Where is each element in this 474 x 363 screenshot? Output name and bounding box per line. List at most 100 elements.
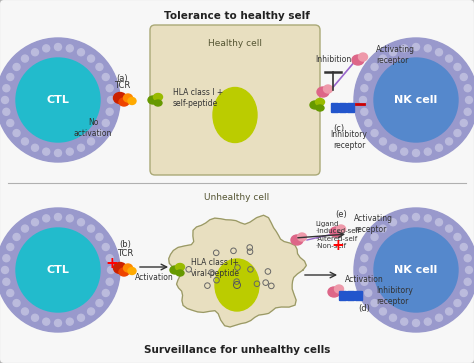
Ellipse shape bbox=[128, 268, 136, 274]
Circle shape bbox=[43, 148, 50, 155]
Circle shape bbox=[13, 64, 20, 70]
Circle shape bbox=[371, 130, 378, 136]
Circle shape bbox=[88, 138, 94, 145]
Circle shape bbox=[436, 219, 443, 226]
Circle shape bbox=[412, 213, 419, 220]
Circle shape bbox=[401, 45, 408, 52]
Ellipse shape bbox=[176, 270, 184, 276]
Ellipse shape bbox=[316, 98, 325, 106]
FancyBboxPatch shape bbox=[356, 291, 363, 301]
Circle shape bbox=[460, 119, 467, 126]
Circle shape bbox=[88, 55, 94, 62]
Circle shape bbox=[365, 73, 372, 81]
Ellipse shape bbox=[119, 268, 129, 276]
Circle shape bbox=[361, 255, 368, 262]
Ellipse shape bbox=[119, 98, 129, 106]
Circle shape bbox=[106, 108, 113, 115]
Text: Activating
receptor: Activating receptor bbox=[354, 214, 393, 234]
Ellipse shape bbox=[128, 98, 136, 105]
Circle shape bbox=[380, 55, 386, 62]
Circle shape bbox=[374, 228, 458, 312]
Circle shape bbox=[77, 49, 84, 56]
Ellipse shape bbox=[154, 94, 163, 101]
Circle shape bbox=[359, 97, 366, 103]
Text: (c): (c) bbox=[333, 123, 345, 132]
Circle shape bbox=[31, 49, 38, 56]
Circle shape bbox=[390, 314, 397, 321]
Ellipse shape bbox=[154, 100, 162, 106]
Circle shape bbox=[43, 318, 50, 325]
FancyBboxPatch shape bbox=[150, 25, 320, 175]
Circle shape bbox=[16, 228, 100, 312]
Circle shape bbox=[454, 64, 461, 70]
Text: (e): (e) bbox=[335, 209, 347, 219]
Circle shape bbox=[390, 144, 397, 151]
Text: Activation: Activation bbox=[345, 276, 383, 285]
Circle shape bbox=[106, 85, 113, 92]
Ellipse shape bbox=[175, 264, 184, 270]
Circle shape bbox=[464, 108, 471, 115]
Text: +: + bbox=[332, 238, 345, 253]
Circle shape bbox=[361, 278, 368, 285]
Circle shape bbox=[412, 44, 419, 50]
Circle shape bbox=[43, 215, 50, 222]
Circle shape bbox=[412, 150, 419, 156]
Text: Activation: Activation bbox=[135, 273, 173, 282]
Circle shape bbox=[21, 225, 28, 232]
Ellipse shape bbox=[330, 227, 342, 237]
Ellipse shape bbox=[298, 233, 307, 241]
Circle shape bbox=[13, 233, 20, 240]
Circle shape bbox=[108, 97, 115, 103]
Circle shape bbox=[96, 130, 103, 136]
Circle shape bbox=[13, 130, 20, 136]
FancyBboxPatch shape bbox=[331, 103, 338, 113]
Ellipse shape bbox=[148, 96, 158, 104]
Circle shape bbox=[401, 148, 408, 155]
Text: Inhibition: Inhibition bbox=[315, 56, 351, 65]
Circle shape bbox=[465, 266, 473, 273]
Circle shape bbox=[465, 97, 473, 103]
Circle shape bbox=[7, 119, 14, 126]
Circle shape bbox=[31, 144, 38, 151]
Text: (d): (d) bbox=[358, 303, 370, 313]
Text: Tolerance to healthy self: Tolerance to healthy self bbox=[164, 11, 310, 21]
Text: Inhibitory
receptor: Inhibitory receptor bbox=[330, 130, 367, 150]
Text: Inhibitory
receptor: Inhibitory receptor bbox=[376, 286, 413, 306]
Text: Ligand
·Induced-self
·Altered-self
·Non-self: Ligand ·Induced-self ·Altered-self ·Non-… bbox=[315, 221, 360, 249]
Circle shape bbox=[365, 290, 372, 297]
Circle shape bbox=[446, 225, 453, 232]
Text: Surveillance for unhealthy cells: Surveillance for unhealthy cells bbox=[144, 345, 330, 355]
Ellipse shape bbox=[316, 105, 324, 111]
Circle shape bbox=[31, 314, 38, 321]
Circle shape bbox=[108, 266, 115, 273]
Text: TCR: TCR bbox=[117, 249, 133, 258]
Circle shape bbox=[13, 299, 20, 306]
Circle shape bbox=[96, 299, 103, 306]
Circle shape bbox=[16, 58, 100, 142]
FancyBboxPatch shape bbox=[339, 291, 346, 301]
Circle shape bbox=[66, 45, 73, 52]
Circle shape bbox=[436, 49, 443, 56]
Circle shape bbox=[3, 255, 10, 262]
Circle shape bbox=[102, 290, 109, 297]
Circle shape bbox=[21, 308, 28, 315]
Circle shape bbox=[77, 219, 84, 226]
Ellipse shape bbox=[213, 87, 257, 143]
Circle shape bbox=[55, 150, 62, 156]
Circle shape bbox=[365, 244, 372, 250]
Circle shape bbox=[102, 119, 109, 126]
Circle shape bbox=[66, 215, 73, 222]
FancyBboxPatch shape bbox=[347, 291, 355, 301]
Circle shape bbox=[401, 215, 408, 222]
Circle shape bbox=[0, 38, 120, 162]
Circle shape bbox=[3, 85, 10, 92]
FancyBboxPatch shape bbox=[339, 103, 346, 113]
Circle shape bbox=[390, 49, 397, 56]
Ellipse shape bbox=[335, 285, 344, 293]
Circle shape bbox=[96, 233, 103, 240]
Text: Unhealthy cell: Unhealthy cell bbox=[204, 193, 270, 203]
Ellipse shape bbox=[317, 87, 329, 97]
Circle shape bbox=[43, 45, 50, 52]
Circle shape bbox=[359, 266, 366, 273]
Circle shape bbox=[66, 148, 73, 155]
